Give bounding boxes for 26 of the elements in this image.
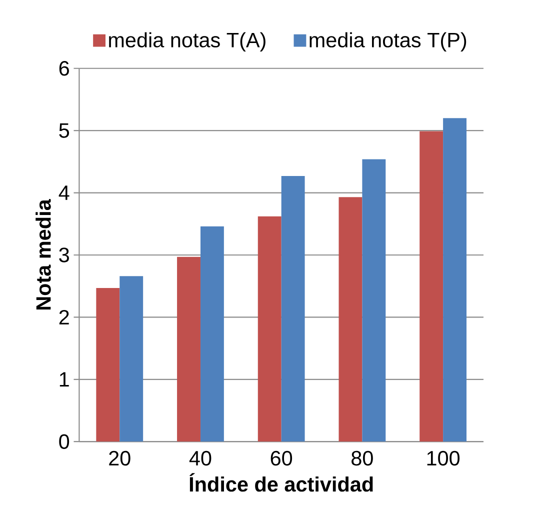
bar (281, 176, 305, 442)
bar (177, 256, 200, 442)
x-tick-label: 40 (189, 450, 212, 466)
y-tick-label: 3 (59, 248, 69, 262)
x-tick-label: 80 (352, 450, 373, 466)
bar (420, 131, 444, 442)
y-tick-label: 0 (59, 434, 70, 449)
x-tick-label: 20 (109, 450, 130, 466)
y-axis-title: Nota media (36, 198, 51, 310)
y-tick-label: 6 (59, 60, 69, 76)
x-axis-title: Índice de actividad (190, 472, 373, 492)
y-tick-label: 5 (59, 123, 70, 138)
bar (362, 159, 386, 442)
bar (96, 288, 120, 442)
bar (258, 216, 282, 442)
y-tick-label: 4 (58, 186, 70, 200)
bar (338, 197, 362, 442)
y-tick-label: 1 (60, 372, 69, 386)
legend-label: media notas T(P) (310, 32, 466, 52)
bar (443, 118, 467, 442)
legend-label: media notas T(A) (109, 32, 266, 52)
x-tick-label: 100 (427, 450, 460, 466)
y-tick-label: 2 (59, 310, 69, 324)
bar (120, 276, 144, 442)
bar (200, 226, 224, 442)
x-tick-label: 60 (270, 450, 292, 466)
